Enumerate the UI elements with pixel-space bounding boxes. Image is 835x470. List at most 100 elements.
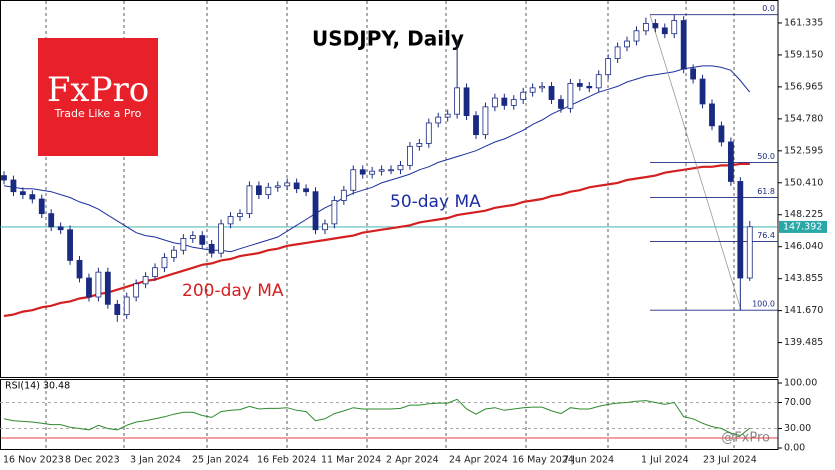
candle-body bbox=[19, 191, 26, 196]
candle-body bbox=[643, 23, 649, 32]
candle-body bbox=[340, 189, 347, 201]
candle-body bbox=[671, 20, 678, 35]
last-price-box bbox=[779, 220, 827, 233]
y-tick-label: 141.670 bbox=[784, 305, 823, 316]
candle-body bbox=[595, 74, 602, 89]
x-tick-label: 8 Dec 2023 bbox=[65, 455, 120, 466]
candle-body bbox=[529, 87, 536, 93]
candle-body bbox=[501, 97, 508, 106]
candle-body bbox=[246, 185, 253, 215]
candle-body bbox=[152, 267, 158, 277]
x-tick-label: 11 Mar 2024 bbox=[321, 455, 381, 466]
rsi-tick-label: 70.00 bbox=[784, 397, 811, 408]
candle-body bbox=[274, 185, 281, 188]
candle-body bbox=[454, 87, 461, 115]
candle-body bbox=[265, 186, 272, 196]
rsi-tick-label: 100.00 bbox=[784, 378, 817, 389]
y-tick-label: 143.855 bbox=[784, 273, 823, 284]
candle-body bbox=[482, 106, 489, 136]
fib-label: 50.0 bbox=[757, 152, 775, 161]
y-tick-label: 146.040 bbox=[784, 241, 823, 252]
x-tick-label: 24 Apr 2024 bbox=[449, 455, 508, 466]
y-tick-label: 150.410 bbox=[784, 177, 823, 188]
chart-title: USDJPY, Daily bbox=[312, 27, 464, 51]
candle-body bbox=[218, 223, 225, 254]
ma200-label: 200-day MA bbox=[182, 281, 284, 301]
x-tick-label: 16 Feb 2024 bbox=[257, 455, 316, 466]
candle-body bbox=[435, 116, 442, 124]
y-tick-label: 152.595 bbox=[784, 145, 823, 156]
candle-body bbox=[303, 188, 309, 193]
x-tick-label: 25 Jan 2024 bbox=[192, 455, 249, 466]
fib-label: 61.8 bbox=[757, 187, 775, 196]
candle-body bbox=[416, 143, 423, 147]
candle-body bbox=[727, 141, 734, 182]
candle-body bbox=[746, 226, 753, 279]
rsi-title: RSI(14) 30.48 bbox=[5, 381, 70, 392]
candle-body bbox=[86, 277, 92, 298]
candle-body bbox=[425, 122, 432, 144]
logo-name: FxPro bbox=[47, 70, 149, 110]
candle-body bbox=[586, 85, 593, 89]
candle-body bbox=[133, 283, 140, 298]
candle-body bbox=[624, 40, 630, 48]
candle-body bbox=[293, 182, 300, 190]
candle-body bbox=[284, 182, 291, 187]
x-tick-label: 16 May 2024 bbox=[512, 455, 574, 466]
candle-body bbox=[576, 83, 583, 87]
candle-body bbox=[57, 226, 64, 231]
candle-body bbox=[718, 125, 725, 143]
last-price-label: 147.392 bbox=[783, 221, 822, 232]
candle-body bbox=[104, 271, 111, 305]
candle-body bbox=[331, 200, 338, 225]
ma200-line bbox=[3, 162, 750, 318]
candle-body bbox=[142, 276, 149, 285]
candle-body bbox=[633, 30, 640, 42]
y-tick-label: 154.780 bbox=[784, 113, 823, 124]
y-tick-label: 159.150 bbox=[784, 49, 823, 60]
x-tick-label: 2 Apr 2024 bbox=[386, 455, 439, 466]
ma50-line bbox=[3, 65, 751, 253]
candle-body bbox=[350, 169, 357, 191]
x-tick-label: 16 Nov 2023 bbox=[3, 455, 64, 466]
candle-body bbox=[38, 198, 45, 215]
candle-body bbox=[1, 175, 7, 181]
rsi-tick-label: 30.00 bbox=[784, 423, 811, 434]
y-tick-label: 148.225 bbox=[784, 209, 823, 220]
candle-body bbox=[199, 235, 206, 245]
fib-label: 76.4 bbox=[757, 231, 775, 240]
candle-body bbox=[661, 27, 668, 35]
candle-body bbox=[444, 113, 451, 118]
candle-body bbox=[510, 99, 517, 106]
price-panel-frame bbox=[0, 0, 779, 378]
x-tick-label: 23 Jul 2024 bbox=[703, 455, 757, 466]
candle-body bbox=[312, 191, 319, 231]
candle-body bbox=[369, 170, 376, 175]
candle-body bbox=[180, 238, 187, 251]
candle-body bbox=[558, 99, 564, 109]
candle-body bbox=[208, 243, 215, 254]
candle-body bbox=[95, 271, 102, 298]
rsi-line bbox=[3, 398, 751, 437]
candle-body bbox=[171, 249, 177, 258]
candle-body bbox=[29, 194, 36, 200]
candle-body bbox=[388, 169, 394, 172]
candle-body bbox=[378, 169, 385, 172]
candle-body bbox=[322, 223, 328, 231]
candle-body bbox=[709, 103, 715, 127]
candle-body bbox=[737, 181, 744, 279]
candle-body bbox=[227, 216, 234, 225]
candle-body bbox=[652, 23, 659, 29]
y-tick-label: 139.485 bbox=[784, 337, 823, 348]
candle-body bbox=[463, 87, 470, 117]
candle-body bbox=[76, 260, 83, 279]
rsi-tick-label: 0.00 bbox=[784, 443, 805, 454]
candle-body bbox=[699, 78, 706, 105]
candle-body bbox=[605, 58, 612, 76]
candle-body bbox=[359, 169, 366, 175]
fib-label: 100.0 bbox=[752, 300, 775, 309]
candle-body bbox=[520, 91, 527, 100]
candle-body bbox=[407, 145, 413, 166]
candle-body bbox=[189, 235, 196, 239]
